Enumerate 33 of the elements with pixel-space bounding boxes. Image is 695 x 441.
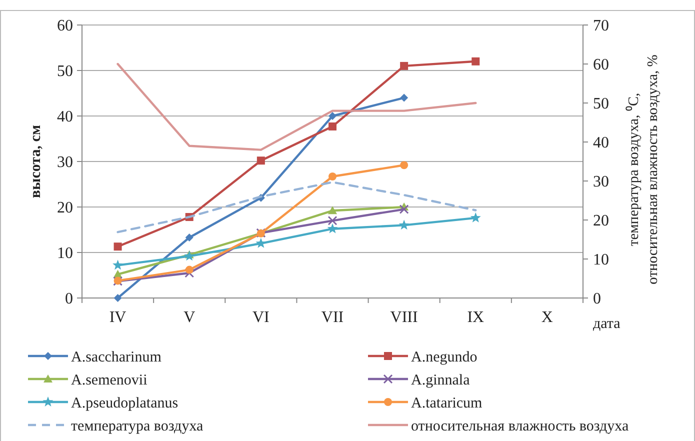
legend-label: A.pseudoplatanus xyxy=(71,395,178,412)
y-tick-label: 0 xyxy=(65,290,73,308)
legend-label: A.saccharinum xyxy=(71,349,162,366)
y2-tick-label: 10 xyxy=(593,252,609,269)
legend-label: A.tataricum xyxy=(411,395,483,412)
legend-label: A.semenovii xyxy=(71,372,148,388)
y2-tick-label: 30 xyxy=(593,174,609,191)
y-tick-label: 40 xyxy=(57,108,73,126)
y-tick-label: 20 xyxy=(57,200,73,217)
legend-label: A.ginnala xyxy=(411,372,470,388)
y2-tick-label: 0 xyxy=(593,290,601,308)
x-tick-label: VI xyxy=(252,309,270,326)
y2-tick-label: 70 xyxy=(593,18,609,35)
y-tick-label: 30 xyxy=(57,154,73,172)
y-tick-label: 50 xyxy=(57,63,73,80)
y-axis-title: высота, см xyxy=(28,124,44,198)
y2-tick-label: 20 xyxy=(593,212,609,230)
x-tick-label: IX xyxy=(467,309,485,326)
legend-label: A.negundo xyxy=(411,349,478,366)
x-axis-title: дата xyxy=(593,316,621,332)
y-tick-label: 10 xyxy=(57,245,73,262)
x-tick-label: V xyxy=(184,309,196,326)
y2-tick-label: 50 xyxy=(593,96,609,113)
x-tick-label: VII xyxy=(321,309,344,326)
x-tick-label: X xyxy=(541,309,554,326)
legend-label: температура воздуха xyxy=(71,418,204,434)
x-tick-label: IV xyxy=(109,309,127,326)
y2-tick-label: 60 xyxy=(593,56,609,74)
y-tick-label: 60 xyxy=(57,18,73,35)
legend-label: относительная влажность воздуха xyxy=(411,418,629,434)
y2-tick-label: 40 xyxy=(593,134,609,152)
x-tick-label: VIII xyxy=(390,309,418,326)
y2-axis-title: температура воздуха, ⁰С, относительная влажность воздуха, % xyxy=(625,54,661,284)
